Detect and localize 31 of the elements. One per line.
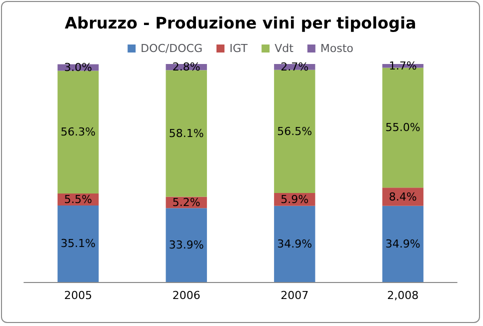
- bar: [58, 70, 99, 194]
- data-label: 56.5%: [277, 124, 312, 138]
- bar: [166, 70, 207, 197]
- bar: [382, 206, 424, 282]
- x-tick-label: 2006: [172, 289, 200, 302]
- data-label: 5.9%: [280, 192, 309, 206]
- x-tick-label: 2005: [64, 289, 92, 302]
- data-label: 55.0%: [385, 121, 420, 134]
- data-label: 5.5%: [64, 192, 92, 206]
- data-label: 34.9%: [277, 237, 312, 250]
- data-label: 35.1%: [60, 237, 96, 250]
- data-label: 33.9%: [168, 238, 204, 252]
- data-label: 56.3%: [60, 126, 96, 139]
- data-label: 2.7%: [280, 60, 309, 74]
- legend-label: DOC/DOCG: [140, 42, 202, 55]
- legend-label: IGT: [229, 42, 248, 55]
- x-tick-label: 2007: [280, 289, 309, 302]
- data-label: 2.8%: [172, 60, 200, 74]
- data-label: 3.0%: [64, 60, 92, 74]
- data-label: 58.1%: [168, 126, 204, 140]
- chart-title: Abruzzo - Produzione vini per tipologia: [64, 14, 416, 32]
- data-label: 8.4%: [388, 190, 417, 204]
- bar: [166, 208, 207, 282]
- x-tick-label: 2,008: [387, 289, 419, 302]
- data-label: 5.2%: [172, 196, 200, 209]
- legend-label: Vdt: [274, 42, 294, 55]
- legend-label: Mosto: [320, 42, 354, 55]
- data-label: 34.9%: [385, 237, 420, 250]
- bar: [274, 70, 316, 194]
- bar: [274, 206, 316, 282]
- bar: [58, 205, 99, 282]
